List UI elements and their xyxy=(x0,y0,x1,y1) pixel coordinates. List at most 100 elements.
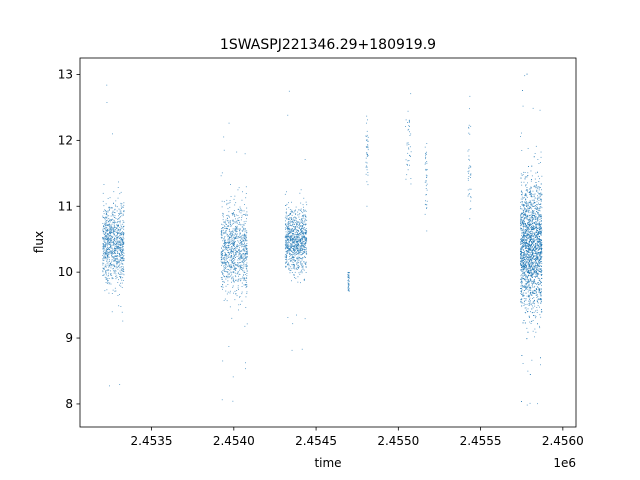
data-point xyxy=(105,236,107,237)
data-point xyxy=(540,246,542,247)
data-point xyxy=(367,154,368,156)
data-point xyxy=(104,255,106,257)
data-point xyxy=(409,135,411,136)
data-point xyxy=(536,283,538,285)
data-point xyxy=(240,278,242,279)
data-point xyxy=(306,204,308,206)
data-point xyxy=(232,234,234,236)
data-point xyxy=(303,251,305,253)
data-point xyxy=(525,299,527,301)
data-point xyxy=(244,242,245,244)
data-point xyxy=(116,228,118,230)
data-point xyxy=(246,286,248,287)
data-point xyxy=(241,293,243,295)
data-point xyxy=(537,403,538,405)
data-point xyxy=(521,223,523,225)
data-point xyxy=(527,281,529,283)
data-point xyxy=(115,290,117,292)
data-point xyxy=(521,299,522,301)
data-point xyxy=(535,222,537,224)
data-point xyxy=(234,290,236,292)
data-point xyxy=(539,216,541,217)
data-point xyxy=(233,243,235,245)
data-point xyxy=(118,232,120,234)
data-point xyxy=(524,236,526,237)
data-point xyxy=(426,204,428,206)
data-point xyxy=(297,238,299,240)
data-point xyxy=(521,294,523,295)
data-point xyxy=(241,224,243,226)
data-point xyxy=(298,259,300,261)
data-point xyxy=(291,235,293,237)
data-point xyxy=(300,262,302,264)
data-point xyxy=(296,223,297,225)
data-point xyxy=(426,200,428,202)
data-point xyxy=(105,234,106,236)
data-point xyxy=(229,236,231,238)
data-point xyxy=(297,236,298,238)
data-point xyxy=(221,278,223,280)
data-point xyxy=(232,244,234,246)
data-point xyxy=(304,243,306,245)
data-point xyxy=(288,244,290,246)
data-point xyxy=(295,244,296,246)
data-point xyxy=(123,204,125,206)
data-point xyxy=(524,273,526,275)
data-point xyxy=(239,228,241,230)
data-point xyxy=(534,258,536,260)
data-point xyxy=(529,240,530,242)
data-point xyxy=(226,264,227,266)
data-point xyxy=(289,218,290,220)
data-point xyxy=(108,292,110,294)
data-point xyxy=(407,160,409,162)
data-point xyxy=(528,210,530,212)
data-point xyxy=(527,208,529,210)
data-point xyxy=(367,119,368,121)
data-point xyxy=(532,267,534,268)
data-point xyxy=(294,240,296,242)
data-point xyxy=(293,257,295,259)
data-point xyxy=(231,267,233,269)
data-point xyxy=(117,246,118,247)
data-point xyxy=(526,197,528,198)
data-point xyxy=(122,246,123,248)
data-point xyxy=(112,218,113,220)
data-point xyxy=(226,246,228,248)
data-point xyxy=(113,243,114,245)
data-point xyxy=(238,250,240,251)
data-point xyxy=(106,215,108,217)
data-point xyxy=(236,245,238,247)
data-point xyxy=(123,252,125,254)
data-point xyxy=(296,257,297,259)
data-point xyxy=(234,214,235,216)
data-point xyxy=(523,244,525,246)
data-point xyxy=(224,258,226,260)
data-point xyxy=(108,238,109,239)
data-point xyxy=(122,277,124,279)
data-point xyxy=(105,232,107,234)
data-point xyxy=(244,247,246,249)
data-point xyxy=(294,241,296,243)
data-point xyxy=(527,270,529,272)
data-point xyxy=(528,262,530,264)
data-point xyxy=(292,264,294,266)
data-point xyxy=(303,247,305,249)
data-point xyxy=(405,178,407,180)
data-point xyxy=(117,249,119,251)
data-point xyxy=(520,220,522,221)
data-point xyxy=(244,239,246,241)
data-point xyxy=(524,215,526,216)
data-point xyxy=(304,263,306,264)
data-point xyxy=(525,226,527,228)
data-point xyxy=(539,243,541,245)
data-point xyxy=(108,274,109,276)
data-point xyxy=(291,254,293,256)
data-point xyxy=(110,249,112,251)
data-point xyxy=(293,265,295,267)
data-point xyxy=(120,249,121,251)
data-point xyxy=(119,209,121,211)
data-point xyxy=(232,286,234,288)
data-point xyxy=(114,269,116,271)
data-point xyxy=(294,266,296,268)
data-point xyxy=(227,238,229,240)
